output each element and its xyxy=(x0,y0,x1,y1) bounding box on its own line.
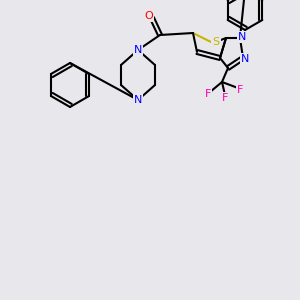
Text: S: S xyxy=(212,37,220,47)
Text: N: N xyxy=(134,45,142,55)
Text: F: F xyxy=(237,85,243,95)
Text: N: N xyxy=(134,95,142,105)
Text: F: F xyxy=(205,89,211,99)
Text: N: N xyxy=(241,54,249,64)
Text: O: O xyxy=(145,11,153,21)
Text: N: N xyxy=(238,32,246,42)
Text: F: F xyxy=(222,93,228,103)
